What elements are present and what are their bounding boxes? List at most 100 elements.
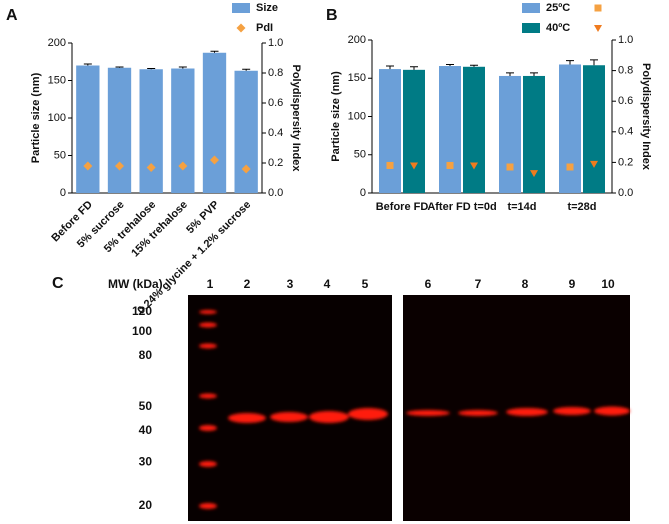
panel-label: A xyxy=(6,7,18,24)
protein-band xyxy=(406,410,450,416)
protein-band xyxy=(270,412,308,422)
pdi-marker xyxy=(470,162,478,170)
ladder-band xyxy=(199,310,217,314)
y-tick-label: 50 xyxy=(354,149,366,161)
y2-tick-label: 0.6 xyxy=(268,97,283,109)
pdi-marker xyxy=(566,163,574,171)
protein-band xyxy=(458,410,498,416)
pdi-marker xyxy=(530,170,538,178)
gel-image xyxy=(403,295,630,521)
x-tick-label: t=14d xyxy=(507,201,536,213)
panel-label: C xyxy=(52,275,64,292)
pdi-marker xyxy=(386,161,394,169)
error-bar xyxy=(590,59,598,66)
y2-tick-label: 0.6 xyxy=(618,95,633,107)
y-tick-label: 50 xyxy=(54,149,66,161)
y-tick-label: 150 xyxy=(348,72,366,84)
error-bar xyxy=(566,60,574,65)
bar xyxy=(107,67,132,193)
y-tick-label: 100 xyxy=(348,110,366,122)
y-tick-label: 0 xyxy=(60,187,66,199)
protein-band xyxy=(309,411,349,423)
bar xyxy=(439,66,461,193)
pdi-marker xyxy=(236,23,246,33)
protein-band xyxy=(553,407,591,415)
error-bar xyxy=(446,63,454,67)
protein-band xyxy=(228,413,266,423)
bar xyxy=(379,69,401,193)
y2-axis-label: Polydispersity Index xyxy=(640,63,652,171)
error-bar xyxy=(210,50,219,53)
legend-label: 25ºC xyxy=(546,2,570,14)
ladder-band xyxy=(199,503,217,509)
ladder-band xyxy=(199,343,217,349)
pdi-marker xyxy=(83,161,93,171)
bar xyxy=(171,68,195,193)
x-tick-label: Before FD xyxy=(376,201,429,213)
lane-label: 8 xyxy=(522,277,529,291)
lane-label: 7 xyxy=(475,277,482,291)
y2-axis-label: Polydispersity Index xyxy=(290,65,302,173)
error-bar xyxy=(147,68,156,70)
lane-label: 3 xyxy=(287,277,294,291)
bar xyxy=(559,64,581,193)
gel-image xyxy=(188,295,392,521)
error-bar xyxy=(506,72,514,76)
lane-label: 1 xyxy=(207,277,214,291)
legend-swatch xyxy=(522,3,540,13)
x-tick-label: 15% trehalose xyxy=(129,199,190,260)
y2-tick-label: 1.0 xyxy=(618,34,633,46)
lane-label: 4 xyxy=(324,277,331,291)
y-tick-label: 200 xyxy=(48,37,66,49)
y2-tick-label: 0.2 xyxy=(618,156,633,168)
pdi-marker xyxy=(178,161,188,171)
mw-label: 100 xyxy=(132,324,152,338)
error-bar xyxy=(410,66,418,70)
protein-band xyxy=(506,408,548,416)
y2-tick-label: 0.4 xyxy=(268,127,283,139)
error-bar xyxy=(386,65,394,70)
lane-label: 6 xyxy=(425,277,432,291)
mw-label: 80 xyxy=(139,348,153,362)
ladder-band xyxy=(199,461,217,467)
legend-swatch xyxy=(232,3,250,13)
y2-tick-label: 0.2 xyxy=(268,157,283,169)
gel-bands xyxy=(199,310,630,509)
error-bar xyxy=(178,66,187,69)
lane-label: 5 xyxy=(362,277,369,291)
bar xyxy=(499,75,521,193)
error-bar xyxy=(83,63,92,66)
protein-band xyxy=(594,406,630,416)
pdi-marker xyxy=(506,163,514,171)
legend-label: PdI xyxy=(256,22,273,34)
pdi-marker xyxy=(410,162,418,170)
y-axis-label: Particle size (nm) xyxy=(30,72,42,163)
bar xyxy=(139,69,163,193)
legend-label: 40ºC xyxy=(546,22,570,34)
y-tick-label: 0 xyxy=(360,187,366,199)
mw-label: 20 xyxy=(139,498,153,512)
y2-tick-label: 1.0 xyxy=(268,37,283,49)
y-axis-label: Particle size (nm) xyxy=(330,71,342,162)
legend-label: Size xyxy=(256,2,278,14)
legend-swatch xyxy=(522,23,540,33)
mw-label: 120 xyxy=(132,304,152,318)
error-bar xyxy=(242,68,251,71)
pdi-marker xyxy=(446,161,454,169)
pdi-marker xyxy=(146,163,156,172)
mw-label: 50 xyxy=(139,399,153,413)
lane-label: 9 xyxy=(569,277,576,291)
mw-title: MW (kDa) xyxy=(108,277,163,291)
lane-label: 10 xyxy=(601,277,615,291)
y2-tick-label: 0.0 xyxy=(618,187,633,199)
pdi-marker xyxy=(594,25,602,32)
lane-label: 2 xyxy=(244,277,251,291)
panel-label: B xyxy=(326,7,338,24)
bar xyxy=(523,75,545,193)
bar xyxy=(76,65,100,193)
ladder-band xyxy=(199,393,217,399)
y-tick-label: 200 xyxy=(348,34,366,46)
mw-label: 30 xyxy=(139,454,153,468)
bar xyxy=(202,52,227,193)
x-tick-label: After FD t=0d xyxy=(427,201,496,213)
